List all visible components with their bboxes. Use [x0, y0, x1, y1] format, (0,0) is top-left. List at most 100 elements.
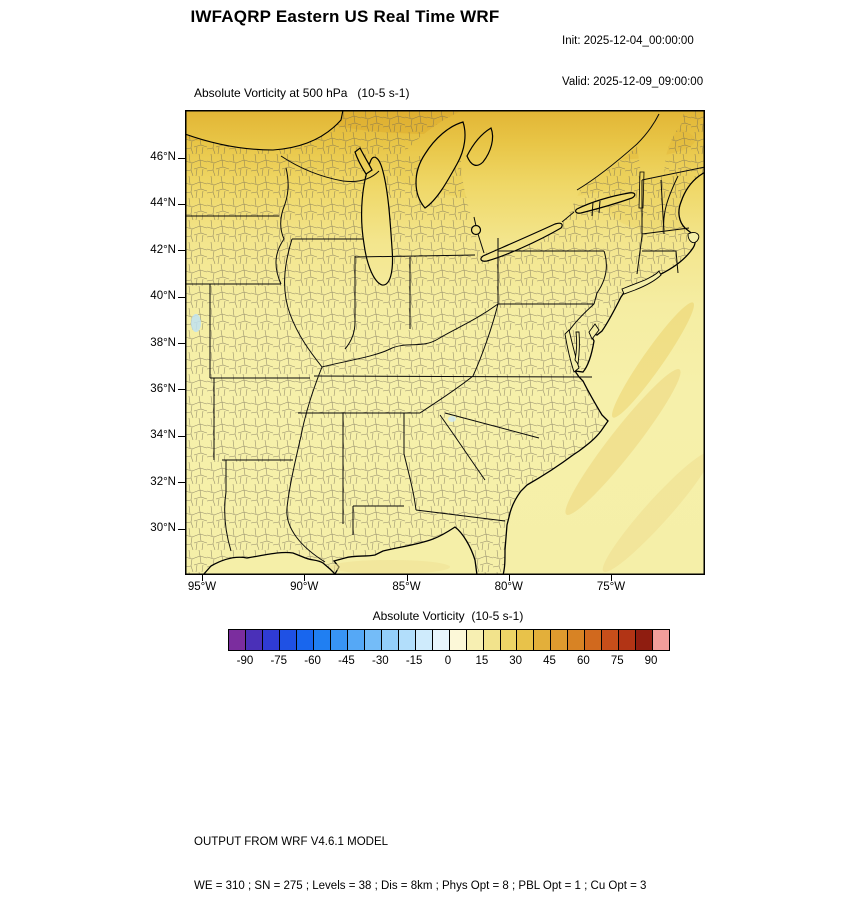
state-borders-northeast [185, 155, 690, 378]
cape-cod [687, 232, 700, 244]
x-axis-tick-mark [304, 575, 306, 581]
colorbar-tick-label: 75 [610, 655, 624, 667]
colorbar-tick-label: -45 [338, 655, 355, 667]
y-axis-tick-mark [178, 203, 185, 205]
colorbar-segment [381, 630, 399, 650]
y-axis-tick-mark [178, 296, 185, 298]
delaware-bay [588, 323, 600, 340]
lake-ontario [575, 192, 636, 214]
y-axis-tick-label: 44°N [150, 197, 176, 210]
chesapeake-east-arm [574, 331, 580, 366]
colorbar-label: Absolute Vorticity (10-5 s-1) [372, 609, 524, 623]
x-axis-tick-mark [611, 575, 612, 581]
coastal-islands [621, 232, 700, 295]
x-axis-tick-mark [508, 575, 510, 581]
long-island [621, 270, 662, 295]
colorbar-tick-label: -75 [270, 655, 288, 667]
ocean-vorticity-streaks [330, 302, 712, 574]
state-borders-south [210, 303, 595, 563]
map-frame [160, 102, 725, 576]
y-axis-tick-mark [178, 157, 185, 159]
great-lakes [354, 121, 645, 286]
colorbar-segment [432, 630, 450, 650]
lake-erie [480, 222, 563, 262]
y-axis-tick-label: 38°N [150, 336, 176, 349]
colorbar-segment [347, 630, 365, 650]
lake-michigan [361, 156, 394, 286]
y-axis-tick-label: 40°N [150, 290, 176, 303]
colorbar-segment [398, 630, 416, 650]
colorbar-tick-label: -15 [405, 655, 423, 667]
coastal-bays [564, 323, 600, 373]
colorbar-segment [279, 630, 297, 650]
colorbar-segment [313, 630, 331, 650]
colorbar-segment [415, 630, 433, 650]
lake-huron [415, 121, 466, 209]
colorbar-segment [534, 630, 552, 650]
colorbar-segment [449, 630, 467, 650]
colorbar-tick-label: 0 [444, 655, 452, 667]
green-bay [354, 147, 373, 175]
colorbar-tick-label: -30 [371, 655, 389, 667]
x-axis-tick-label: 80°W [494, 581, 523, 593]
y-axis-tick-mark [178, 435, 185, 437]
rivers-and-borders-north [473, 113, 706, 254]
colorbar-segment [483, 630, 501, 650]
colorbar-segment [364, 630, 382, 650]
colorbar-segment [245, 630, 263, 650]
y-axis-tick-mark [178, 528, 185, 530]
colorbar-tick-label: -60 [304, 655, 321, 667]
y-axis-tick-label: 46°N [150, 151, 176, 163]
x-axis-tick-label: 75°W [596, 581, 626, 593]
colorbar-tick-label: 30 [509, 655, 523, 667]
lake-st-clair [470, 224, 482, 236]
colorbar-segment [585, 630, 603, 650]
y-axis-tick-mark [178, 250, 185, 252]
page-title: IWFAQRP Eastern US Real Time WRF [190, 7, 500, 26]
model-output-line: OUTPUT FROM WRF V4.6.1 MODEL [194, 836, 389, 848]
y-axis-tick-label: 30°N [150, 522, 176, 534]
y-axis-tick-label: 36°N [150, 382, 176, 395]
lake-superior [184, 109, 344, 151]
colorbar-segment [636, 630, 654, 650]
colorbar-tick-label: 90 [644, 655, 658, 667]
colorbar-segment [653, 630, 670, 650]
colorbar-ticks: -90 -75 -60 -45 -30 -15 0 15 30 45 60 75 90 [228, 655, 668, 669]
colorbar-tick-label: 60 [576, 655, 590, 667]
georgian-bay [466, 127, 494, 166]
colorbar-segment [229, 630, 246, 650]
colorbar-segment [296, 630, 314, 650]
colorbar-segment [500, 630, 518, 650]
colorbar-segment [568, 630, 586, 650]
valid-time-label: Valid: 2025-12-09_09:00:00 [562, 75, 704, 88]
atlantic-ocean [502, 170, 706, 576]
init-time-label: Init: 2025-12-04_00:00:00 [562, 35, 694, 47]
model-config-line: WE = 310 ; SN = 275 ; Levels = 38 ; Dis … [194, 879, 647, 892]
colorbar-segment [517, 630, 535, 650]
x-axis-tick-label: 90°W [290, 581, 319, 593]
colorbar-segment [602, 630, 620, 650]
x-axis-tick-mark [202, 575, 203, 581]
colorbar-segment [466, 630, 484, 650]
plot-frame [185, 110, 705, 575]
colorbar-tick-label: 15 [475, 655, 489, 667]
y-axis-tick-label: 32°N [150, 475, 176, 488]
y-axis-tick-mark [178, 343, 185, 344]
y-axis-tick-label: 42°N [150, 243, 176, 256]
colorbar-segment [619, 630, 637, 650]
x-axis-tick-label: 85°W [392, 581, 421, 593]
x-axis-tick-label: 95°W [187, 581, 217, 593]
model-footer: OUTPUT FROM WRF V4.6.1 MODEL WE = 310 ; … [194, 806, 646, 908]
y-axis-tick-mark [178, 482, 185, 484]
run-times: Init: 2025-12-04_00:00:00 Valid: 2025-12… [562, 8, 703, 103]
colorbar-tick-label: 45 [543, 655, 556, 667]
colorbar-segment [551, 630, 569, 650]
colorbar-tick-label: -90 [236, 655, 254, 667]
negative-vorticity-spots [191, 314, 456, 422]
colorbar [228, 629, 670, 651]
vorticity-map [160, 102, 725, 576]
colorbar-segment [262, 630, 280, 650]
x-axis-tick-mark [406, 575, 408, 581]
colorbar-segment [330, 630, 348, 650]
y-axis-tick-label: 34°N [150, 429, 176, 442]
